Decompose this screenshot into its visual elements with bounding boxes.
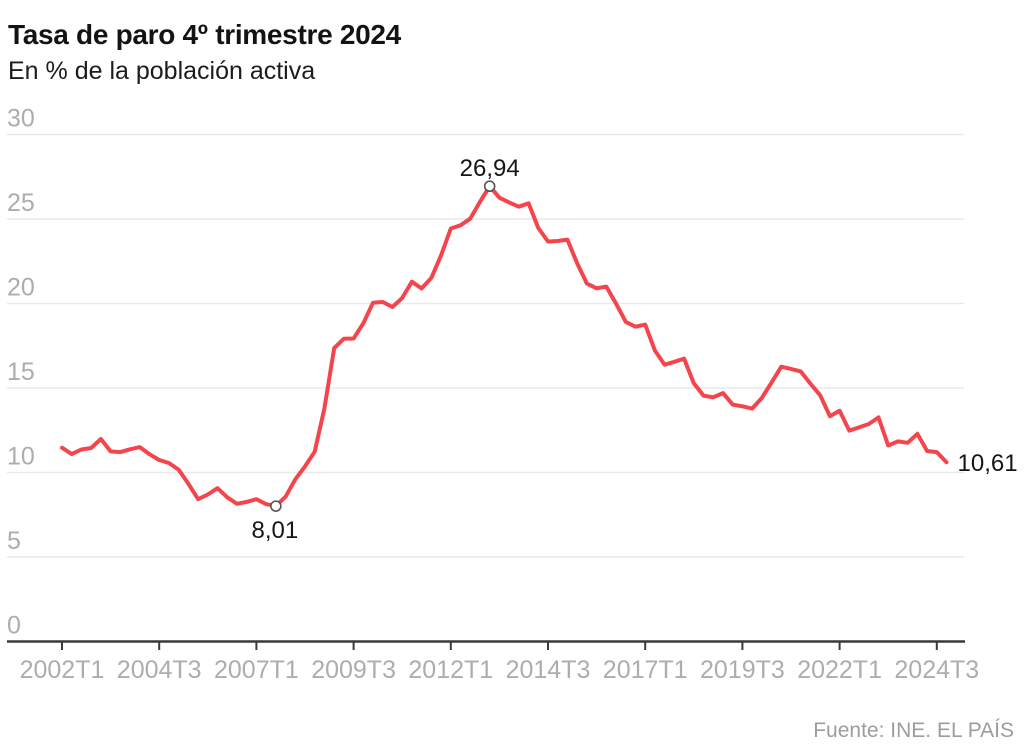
x-tick-label-2009T3: 2009T3 — [311, 656, 396, 684]
chart-footer: Fuente: INE. EL PAÍS — [813, 719, 1014, 743]
chart-subtitle: En % de la población activa — [8, 56, 316, 85]
y-tick-label-10: 10 — [7, 443, 35, 471]
unemployment-line — [60, 184, 949, 509]
x-tick-label-2017T1: 2017T1 — [603, 656, 688, 684]
x-tick-label-2002T1: 2002T1 — [20, 656, 105, 684]
chart-header: Tasa de paro 4º trimestre 2024 En % de l… — [8, 19, 401, 85]
peak-marker — [483, 180, 496, 193]
y-tick-label-20: 20 — [7, 274, 35, 302]
y-tick-label-0: 0 — [7, 612, 21, 640]
y-tick-label-5: 5 — [7, 527, 21, 555]
min-marker — [270, 500, 282, 512]
x-tick-label-2004T3: 2004T3 — [117, 656, 202, 684]
min-value-label: 8,01 — [251, 517, 298, 544]
x-tick-label-2012T1: 2012T1 — [408, 656, 493, 684]
source-credit: Fuente: INE. EL PAÍS — [813, 719, 1014, 742]
latest-value-label: 10,61 — [958, 450, 1018, 477]
chart-title: Tasa de paro 4º trimestre 2024 — [8, 19, 401, 50]
y-tick-label-25: 25 — [7, 189, 35, 217]
peak-value-label: 26,94 — [460, 155, 520, 182]
y-tick-label-30: 30 — [7, 105, 35, 133]
y-tick-label-15: 15 — [7, 358, 35, 386]
x-tick-label-2014T3: 2014T3 — [506, 656, 591, 684]
x-tick-label-2022T1: 2022T1 — [797, 656, 882, 684]
x-tick-label-2019T3: 2019T3 — [700, 656, 785, 684]
x-tick-label-2007T1: 2007T1 — [214, 656, 299, 684]
x-tick-label-2024T3: 2024T3 — [894, 656, 979, 684]
